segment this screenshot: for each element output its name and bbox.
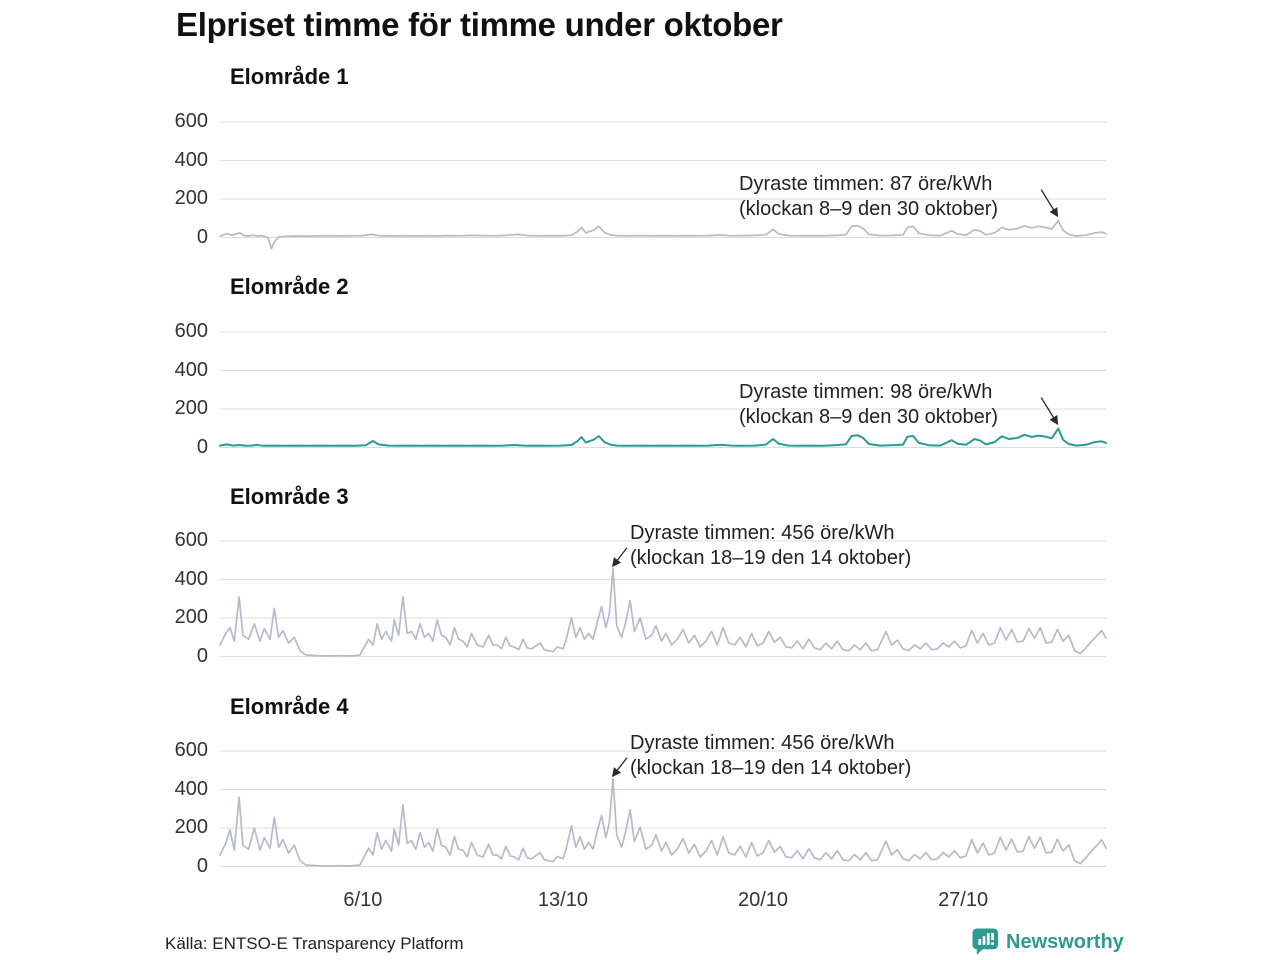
newsworthy-logo: Newsworthy [972, 928, 1124, 956]
annotation-elomrade-4: Dyraste timmen: 456 öre/kWh (klockan 18–… [630, 731, 911, 781]
annotation-line-2: (klockan 18–19 den 14 oktober) [630, 757, 912, 779]
y-tick-label: 400 [174, 148, 208, 171]
annotation-elomrade-2: Dyraste timmen: 98 öre/kWh (klockan 8–9 … [739, 380, 998, 430]
y-tick-label: 200 [174, 397, 208, 419]
price-line [219, 777, 1107, 867]
annotation-line-2: (klockan 18–19 den 14 oktober) [630, 547, 912, 569]
y-tick-label: 200 [174, 816, 208, 838]
source-credit: Källa: ENTSO-E Transparency Platform [165, 934, 464, 953]
page-title: Elpriset timme för timme under oktober [176, 6, 783, 43]
newsworthy-icon [972, 928, 999, 956]
price-line [219, 567, 1107, 657]
y-tick-label: 600 [174, 110, 208, 132]
chart-title-elomrade-2: Elområde 2 [230, 274, 349, 299]
chart-title-elomrade-3: Elområde 3 [230, 484, 349, 509]
y-tick-label: 600 [174, 320, 208, 342]
x-tick-label: 27/10 [938, 889, 989, 911]
annotation-elomrade-3: Dyraste timmen: 456 öre/kWh (klockan 18–… [630, 521, 911, 571]
x-tick-label: 20/10 [738, 889, 789, 911]
newsworthy-wordmark: Newsworthy [1006, 930, 1124, 953]
y-tick-label: 600 [174, 739, 208, 761]
y-tick-label: 200 [174, 187, 208, 209]
line-chart-elomrade-3 [219, 540, 1107, 657]
y-tick-label: 400 [174, 358, 208, 381]
annotation-line-2: (klockan 8–9 den 30 oktober) [739, 406, 999, 428]
y-tick-label: 600 [174, 529, 208, 551]
chart-title-elomrade-4: Elområde 4 [230, 694, 349, 719]
y-tick-label: 0 [196, 435, 208, 458]
annotation-line-1: Dyraste timmen: 98 öre/kWh [739, 381, 993, 403]
line-chart-elomrade-1 [219, 121, 1107, 250]
line-chart-elomrade-4 [219, 750, 1107, 867]
x-tick-label: 13/10 [537, 889, 588, 911]
chart-title-elomrade-1: Elområde 1 [230, 64, 349, 89]
y-tick-label: 0 [196, 644, 208, 667]
y-tick-label: 400 [174, 567, 208, 590]
x-tick-label: 6/10 [343, 889, 383, 911]
annotation-line-1: Dyraste timmen: 87 öre/kWh [739, 173, 993, 195]
annotation-line-1: Dyraste timmen: 456 öre/kWh [630, 522, 895, 544]
annotation-line-1: Dyraste timmen: 456 öre/kWh [630, 732, 895, 754]
price-line [219, 427, 1107, 447]
annotation-elomrade-1: Dyraste timmen: 87 öre/kWh (klockan 8–9 … [739, 172, 998, 222]
y-tick-label: 400 [174, 777, 208, 800]
annotation-line-2: (klockan 8–9 den 30 oktober) [739, 198, 999, 220]
price-line [219, 219, 1107, 250]
y-tick-label: 0 [196, 854, 208, 877]
line-chart-elomrade-2 [219, 331, 1107, 448]
y-tick-label: 0 [196, 225, 208, 248]
y-tick-label: 200 [174, 606, 208, 628]
